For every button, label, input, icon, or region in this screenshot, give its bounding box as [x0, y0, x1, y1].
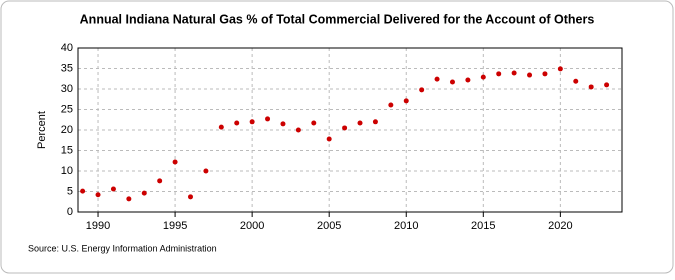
point	[449, 79, 455, 85]
point	[157, 178, 163, 184]
point	[95, 192, 101, 198]
point	[573, 78, 579, 84]
y-tick-label: 15	[61, 144, 73, 156]
point	[80, 188, 86, 194]
point	[265, 116, 271, 122]
point	[141, 190, 147, 196]
point	[326, 136, 332, 142]
y-axis-label: Percent	[36, 111, 48, 149]
y-tick-label: 25	[61, 103, 73, 115]
x-tick-label: 2020	[548, 220, 572, 232]
point	[249, 119, 255, 125]
point	[419, 87, 425, 93]
point	[388, 102, 394, 108]
point	[295, 127, 301, 133]
point	[372, 119, 378, 125]
y-tick-label: 40	[61, 42, 73, 54]
point	[557, 66, 563, 72]
point	[280, 121, 286, 127]
y-tick-label: 0	[67, 206, 73, 218]
point	[172, 159, 178, 165]
y-tick-label: 35	[61, 62, 73, 74]
plot-border	[77, 47, 623, 213]
point	[542, 71, 548, 77]
x-tick-label: 2000	[240, 220, 264, 232]
point	[357, 120, 363, 126]
y-tick-label: 10	[61, 165, 73, 177]
x-tick-label: 2015	[471, 220, 495, 232]
y-tick-label: 20	[61, 124, 73, 136]
point	[496, 71, 502, 77]
point	[203, 168, 209, 174]
x-tick-label: 1995	[163, 220, 187, 232]
y-tick-label: 30	[61, 83, 73, 95]
point	[480, 74, 486, 80]
point	[604, 82, 610, 88]
point	[126, 196, 132, 202]
x-tick-label: 2005	[317, 220, 341, 232]
x-tick-label: 1990	[86, 220, 110, 232]
chart-title: Annual Indiana Natural Gas % of Total Co…	[80, 12, 595, 26]
point	[403, 98, 409, 104]
point	[434, 76, 440, 82]
point	[511, 70, 517, 76]
point	[527, 72, 533, 78]
frame	[0, 0, 674, 274]
point	[465, 77, 471, 83]
point	[342, 125, 348, 131]
point	[588, 84, 594, 90]
point	[234, 120, 240, 126]
x-tick-label: 2010	[394, 220, 418, 232]
point	[110, 186, 116, 192]
point	[218, 124, 224, 130]
point	[311, 120, 317, 126]
source: Source: U.S. Energy Information Administ…	[28, 243, 217, 253]
y-tick-label: 5	[67, 185, 73, 197]
point	[187, 194, 193, 200]
